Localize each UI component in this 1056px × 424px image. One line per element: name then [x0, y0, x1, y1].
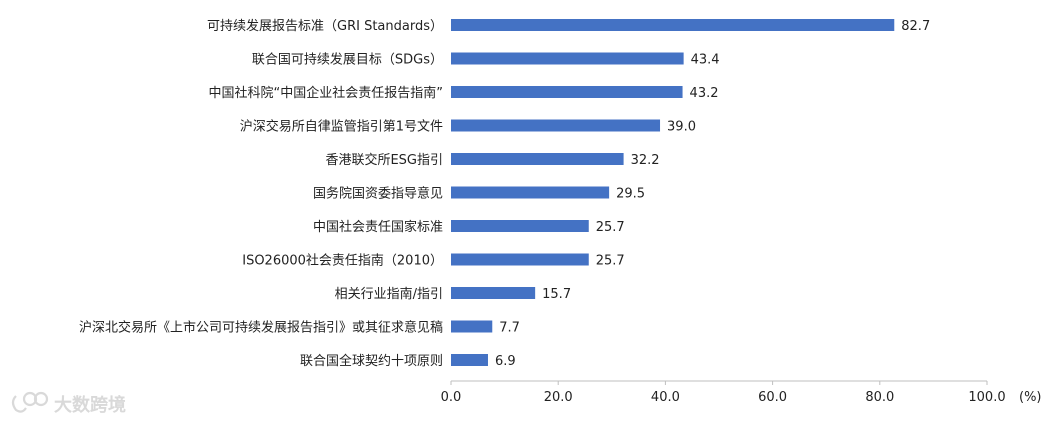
- x-tick-label: 40.0: [651, 390, 680, 405]
- category-label: 可持续发展报告标准（GRI Standards）: [207, 18, 443, 34]
- category-label: 联合国全球契约十项原则: [300, 353, 443, 369]
- category-label: 中国社科院“中国企业社会责任报告指南”: [209, 85, 443, 101]
- x-tick-label: 60.0: [758, 390, 787, 405]
- category-label: 联合国可持续发展目标（SDGs）: [252, 52, 443, 68]
- bar: [451, 86, 683, 98]
- value-label: 29.5: [616, 187, 645, 202]
- category-label: 中国社会责任国家标准: [313, 219, 443, 235]
- bar: [451, 19, 895, 31]
- x-tick-label: 80.0: [865, 390, 894, 405]
- watermark-logo-icon: [11, 391, 49, 413]
- bar: [451, 186, 610, 199]
- bar: [451, 287, 536, 299]
- value-label: 7.7: [499, 321, 520, 336]
- value-label: 43.4: [691, 53, 720, 68]
- value-label: 82.7: [901, 19, 930, 34]
- value-label: 32.2: [631, 153, 660, 168]
- bar: [451, 220, 589, 232]
- value-label: 25.7: [596, 254, 625, 269]
- x-tick-label: 20.0: [544, 390, 573, 405]
- watermark-text: 大数跨境: [54, 394, 126, 416]
- category-label: 沪深北交易所《上市公司可持续发展报告指引》或其征求意见稿: [79, 320, 443, 336]
- x-ticks-group: 0.0 20.0 40.0 60.0 80.0 100.0: [441, 381, 1006, 405]
- category-labels-group: 可持续发展报告标准（GRI Standards） 联合国可持续发展目标（SDGs）…: [79, 18, 443, 369]
- value-label: 15.7: [542, 287, 571, 302]
- bars-group: [451, 19, 895, 366]
- category-label: ISO26000社会责任指南（2010）: [242, 253, 443, 269]
- bar: [451, 253, 589, 266]
- category-label: 国务院国资委指导意见: [313, 186, 443, 202]
- value-label: 43.2: [690, 86, 719, 101]
- value-label: 6.9: [495, 354, 516, 369]
- x-tick-label: 100.0: [968, 390, 1005, 405]
- category-label: 相关行业指南/指引: [335, 286, 443, 302]
- category-label: 香港联交所ESG指引: [325, 152, 443, 168]
- value-label: 25.7: [596, 220, 625, 235]
- bar: [451, 153, 624, 165]
- watermark: 大数跨境: [11, 391, 126, 416]
- category-label: 沪深交易所自律监管指引第1号文件: [240, 119, 443, 135]
- x-tick-label: 0.0: [441, 390, 462, 405]
- x-axis-unit-label: (%): [1019, 390, 1042, 405]
- value-labels-group: 82.7 43.4 43.2 39.0 32.2 29.5 25.7 25.7 15.7 7.7 6…: [495, 19, 930, 369]
- value-label: 39.0: [667, 120, 696, 135]
- bar: [451, 354, 488, 366]
- bar: [451, 320, 493, 333]
- bar: [451, 52, 684, 65]
- bar: [451, 119, 661, 132]
